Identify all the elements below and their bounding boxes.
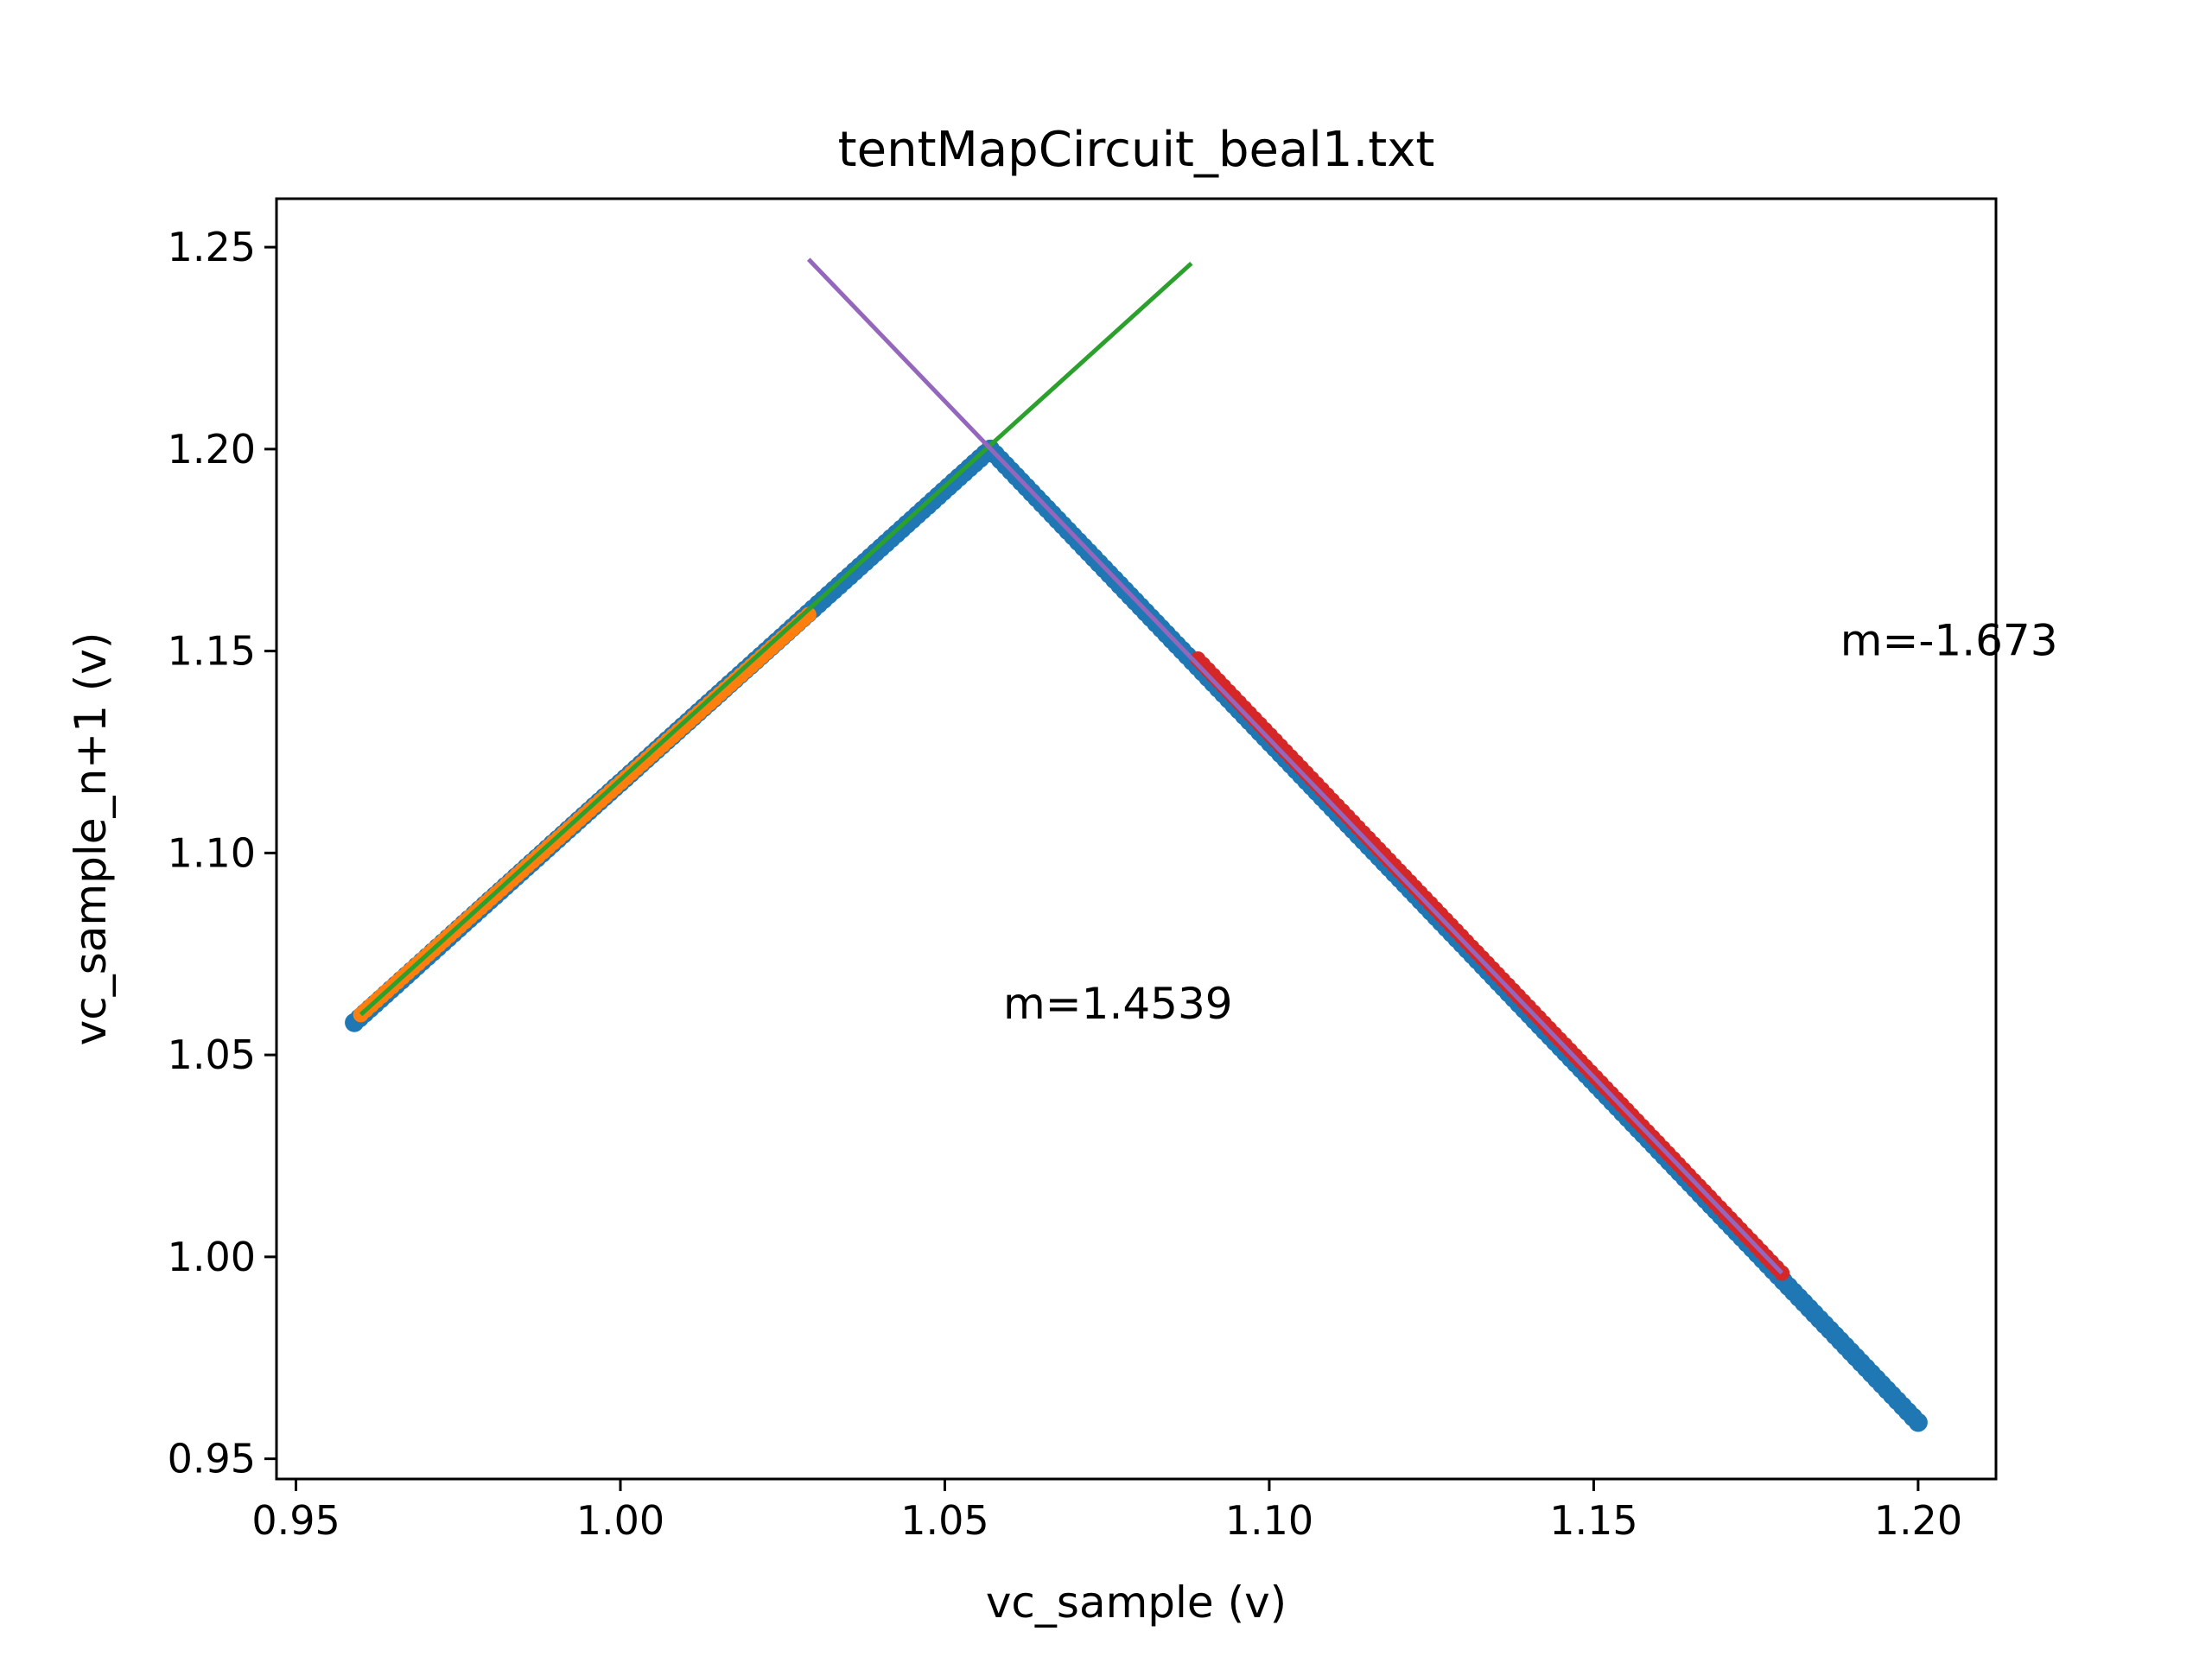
slope-annotation: m=1.4539 bbox=[1003, 979, 1233, 1029]
x-axis-ticks: 0.95 1.00 1.05 1.10 1.15 1.20 bbox=[251, 1479, 1962, 1544]
plot-area bbox=[345, 257, 1928, 1432]
y-tick-label: 0.95 bbox=[168, 1436, 256, 1482]
series-0-segment-1-point bbox=[1908, 1412, 1928, 1432]
y-tick-label: 1.15 bbox=[168, 628, 256, 675]
x-tick-label: 1.10 bbox=[1225, 1497, 1313, 1544]
y-tick-label: 1.00 bbox=[168, 1234, 256, 1280]
annotations: m=1.4539 m=-1.673 bbox=[1003, 615, 2058, 1029]
y-axis-ticks: 0.95 1.00 1.05 1.10 1.15 1.20 1.25 bbox=[168, 224, 276, 1482]
slope-annotation: m=-1.673 bbox=[1840, 615, 2058, 665]
y-tick-label: 1.10 bbox=[168, 829, 256, 876]
y-tick-label: 1.05 bbox=[168, 1031, 256, 1078]
x-tick-label: 1.00 bbox=[576, 1497, 664, 1544]
x-tick-label: 1.15 bbox=[1549, 1497, 1637, 1544]
x-tick-label: 0.95 bbox=[251, 1497, 340, 1544]
x-axis-label: vc_sample (v) bbox=[986, 1577, 1287, 1628]
chart-title: tentMapCircuit_beal1.txt bbox=[838, 122, 1435, 178]
x-tick-label: 1.05 bbox=[900, 1497, 988, 1544]
axes-frame bbox=[275, 197, 1998, 1481]
fit-line-3 bbox=[359, 261, 1193, 1017]
y-tick-label: 1.25 bbox=[168, 224, 256, 270]
fit-line-4 bbox=[806, 257, 1783, 1275]
x-tick-label: 1.20 bbox=[1874, 1497, 1962, 1544]
plot-content bbox=[345, 257, 1928, 1432]
y-tick-label: 1.20 bbox=[168, 426, 256, 473]
y-axis-label: vc_sample_n+1 (v) bbox=[66, 632, 116, 1046]
